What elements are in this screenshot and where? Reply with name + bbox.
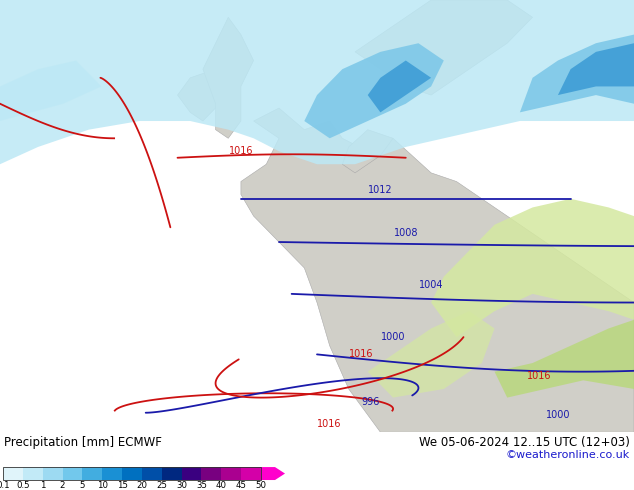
- Polygon shape: [558, 43, 634, 95]
- Bar: [63, 467, 83, 480]
- Text: 1012: 1012: [368, 185, 392, 195]
- Text: 40: 40: [216, 481, 227, 490]
- Polygon shape: [203, 17, 254, 138]
- Bar: [82, 467, 103, 480]
- Text: 1016: 1016: [229, 146, 253, 156]
- Polygon shape: [178, 69, 228, 121]
- Polygon shape: [368, 311, 495, 397]
- Bar: [102, 467, 122, 480]
- Polygon shape: [304, 43, 444, 138]
- Polygon shape: [431, 199, 634, 337]
- Text: 996: 996: [362, 397, 380, 407]
- Text: 1008: 1008: [394, 228, 418, 238]
- Text: 1016: 1016: [527, 371, 551, 381]
- Bar: [202, 467, 222, 480]
- Text: 1000: 1000: [381, 332, 405, 342]
- Text: 30: 30: [176, 481, 187, 490]
- Text: ©weatheronline.co.uk: ©weatheronline.co.uk: [506, 450, 630, 460]
- Text: 35: 35: [196, 481, 207, 490]
- Bar: [3, 467, 261, 480]
- Text: 1016: 1016: [318, 418, 342, 429]
- Bar: [241, 467, 261, 480]
- Bar: [181, 467, 202, 480]
- Polygon shape: [342, 130, 393, 173]
- Text: 1: 1: [40, 481, 46, 490]
- Text: 1004: 1004: [419, 280, 443, 290]
- Polygon shape: [0, 0, 634, 164]
- Text: 45: 45: [236, 481, 247, 490]
- Polygon shape: [520, 35, 634, 112]
- Text: 25: 25: [156, 481, 167, 490]
- Text: 50: 50: [256, 481, 266, 490]
- Polygon shape: [495, 320, 634, 397]
- Bar: [42, 467, 63, 480]
- Bar: [221, 467, 242, 480]
- Bar: [122, 467, 143, 480]
- Bar: [142, 467, 162, 480]
- Bar: [23, 467, 43, 480]
- Polygon shape: [0, 60, 101, 121]
- Text: 0.1: 0.1: [0, 481, 10, 490]
- Text: 5: 5: [80, 481, 85, 490]
- Text: 15: 15: [117, 481, 127, 490]
- Bar: [3, 467, 23, 480]
- Text: 1016: 1016: [349, 349, 373, 359]
- FancyArrow shape: [261, 467, 285, 480]
- Polygon shape: [355, 0, 533, 95]
- Polygon shape: [241, 108, 634, 432]
- Text: Precipitation [mm] ECMWF: Precipitation [mm] ECMWF: [4, 436, 162, 449]
- Text: 1000: 1000: [546, 410, 570, 420]
- Polygon shape: [368, 60, 431, 112]
- Text: We 05-06-2024 12..15 UTC (12+03): We 05-06-2024 12..15 UTC (12+03): [419, 436, 630, 449]
- Text: 0.5: 0.5: [16, 481, 30, 490]
- Bar: [162, 467, 182, 480]
- Text: 2: 2: [60, 481, 65, 490]
- Text: 20: 20: [136, 481, 148, 490]
- Text: 10: 10: [97, 481, 108, 490]
